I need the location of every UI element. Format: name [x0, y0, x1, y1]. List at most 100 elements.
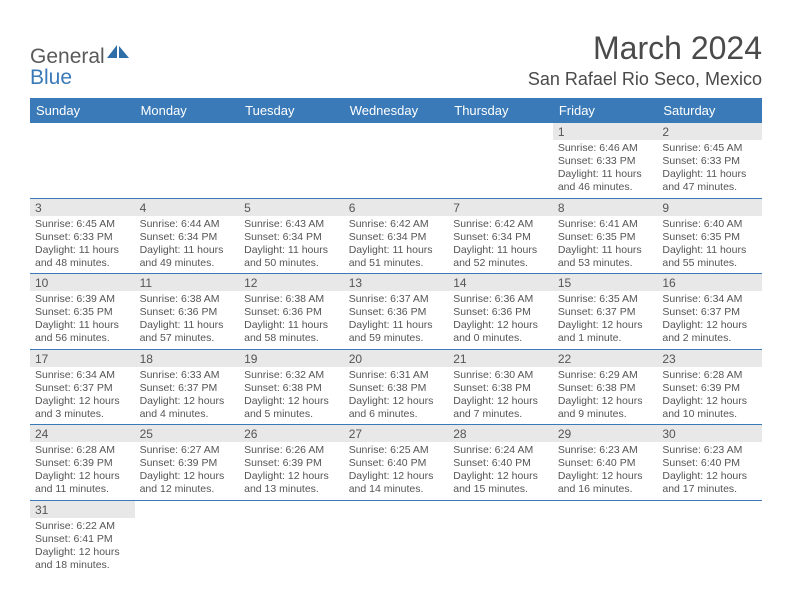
sunrise-text: Sunrise: 6:32 AM: [244, 369, 339, 382]
brand-part2: Blue: [30, 66, 72, 89]
day-details: Sunrise: 6:37 AMSunset: 6:36 PMDaylight:…: [344, 291, 449, 349]
daylight-text: Daylight: 12 hours and 12 minutes.: [140, 470, 235, 496]
sunset-text: Sunset: 6:33 PM: [35, 231, 130, 244]
daylight-text: Daylight: 12 hours and 14 minutes.: [349, 470, 444, 496]
day-number: 6: [344, 199, 449, 216]
calendar-cell: 8Sunrise: 6:41 AMSunset: 6:35 PMDaylight…: [553, 198, 658, 274]
sunrise-text: Sunrise: 6:35 AM: [558, 293, 653, 306]
sunrise-text: Sunrise: 6:45 AM: [35, 218, 130, 231]
calendar-cell: 23Sunrise: 6:28 AMSunset: 6:39 PMDayligh…: [657, 349, 762, 425]
weekday-header: Thursday: [448, 98, 553, 123]
day-number: 2: [657, 123, 762, 140]
day-number: 19: [239, 350, 344, 367]
sunrise-text: Sunrise: 6:39 AM: [35, 293, 130, 306]
calendar-cell: 14Sunrise: 6:36 AMSunset: 6:36 PMDayligh…: [448, 274, 553, 350]
day-details: Sunrise: 6:42 AMSunset: 6:34 PMDaylight:…: [344, 216, 449, 274]
calendar-cell: [657, 500, 762, 575]
sunset-text: Sunset: 6:37 PM: [558, 306, 653, 319]
sunset-text: Sunset: 6:37 PM: [140, 382, 235, 395]
sunset-text: Sunset: 6:34 PM: [140, 231, 235, 244]
daylight-text: Daylight: 11 hours and 58 minutes.: [244, 319, 339, 345]
calendar-week: 17Sunrise: 6:34 AMSunset: 6:37 PMDayligh…: [30, 349, 762, 425]
sunrise-text: Sunrise: 6:40 AM: [662, 218, 757, 231]
weekday-header-row: SundayMondayTuesdayWednesdayThursdayFrid…: [30, 98, 762, 123]
daylight-text: Daylight: 12 hours and 10 minutes.: [662, 395, 757, 421]
calendar-week: 31Sunrise: 6:22 AMSunset: 6:41 PMDayligh…: [30, 500, 762, 575]
day-number: 1: [553, 123, 658, 140]
sunrise-text: Sunrise: 6:22 AM: [35, 520, 130, 533]
day-number: 9: [657, 199, 762, 216]
calendar-cell: 24Sunrise: 6:28 AMSunset: 6:39 PMDayligh…: [30, 425, 135, 501]
weekday-header: Sunday: [30, 98, 135, 123]
sunrise-text: Sunrise: 6:38 AM: [140, 293, 235, 306]
calendar-table: SundayMondayTuesdayWednesdayThursdayFrid…: [30, 98, 762, 575]
sunrise-text: Sunrise: 6:29 AM: [558, 369, 653, 382]
calendar-cell: [135, 500, 240, 575]
calendar-week: 3Sunrise: 6:45 AMSunset: 6:33 PMDaylight…: [30, 198, 762, 274]
calendar-cell: 4Sunrise: 6:44 AMSunset: 6:34 PMDaylight…: [135, 198, 240, 274]
day-number: 12: [239, 274, 344, 291]
calendar-cell: [344, 500, 449, 575]
calendar-cell: 16Sunrise: 6:34 AMSunset: 6:37 PMDayligh…: [657, 274, 762, 350]
calendar-cell: 22Sunrise: 6:29 AMSunset: 6:38 PMDayligh…: [553, 349, 658, 425]
sunrise-text: Sunrise: 6:42 AM: [453, 218, 548, 231]
month-title: March 2024: [528, 30, 762, 67]
day-details: Sunrise: 6:40 AMSunset: 6:35 PMDaylight:…: [657, 216, 762, 274]
day-number: 26: [239, 425, 344, 442]
calendar-cell: [30, 123, 135, 198]
day-number: 31: [30, 501, 135, 518]
day-number: 20: [344, 350, 449, 367]
sunset-text: Sunset: 6:37 PM: [662, 306, 757, 319]
calendar-week: 10Sunrise: 6:39 AMSunset: 6:35 PMDayligh…: [30, 274, 762, 350]
daylight-text: Daylight: 12 hours and 6 minutes.: [349, 395, 444, 421]
calendar-week: 24Sunrise: 6:28 AMSunset: 6:39 PMDayligh…: [30, 425, 762, 501]
sunset-text: Sunset: 6:38 PM: [244, 382, 339, 395]
location-label: San Rafael Rio Seco, Mexico: [528, 69, 762, 90]
sail-icon: [107, 44, 129, 59]
sunrise-text: Sunrise: 6:24 AM: [453, 444, 548, 457]
calendar-cell: [553, 500, 658, 575]
day-details: Sunrise: 6:27 AMSunset: 6:39 PMDaylight:…: [135, 442, 240, 500]
sunrise-text: Sunrise: 6:23 AM: [558, 444, 653, 457]
day-details: Sunrise: 6:34 AMSunset: 6:37 PMDaylight:…: [657, 291, 762, 349]
sunset-text: Sunset: 6:40 PM: [662, 457, 757, 470]
calendar-cell: 3Sunrise: 6:45 AMSunset: 6:33 PMDaylight…: [30, 198, 135, 274]
calendar-cell: 30Sunrise: 6:23 AMSunset: 6:40 PMDayligh…: [657, 425, 762, 501]
day-details: Sunrise: 6:34 AMSunset: 6:37 PMDaylight:…: [30, 367, 135, 425]
sunset-text: Sunset: 6:34 PM: [453, 231, 548, 244]
day-details: Sunrise: 6:28 AMSunset: 6:39 PMDaylight:…: [30, 442, 135, 500]
calendar-cell: 15Sunrise: 6:35 AMSunset: 6:37 PMDayligh…: [553, 274, 658, 350]
day-details: Sunrise: 6:42 AMSunset: 6:34 PMDaylight:…: [448, 216, 553, 274]
sunset-text: Sunset: 6:36 PM: [349, 306, 444, 319]
sunrise-text: Sunrise: 6:38 AM: [244, 293, 339, 306]
sunset-text: Sunset: 6:33 PM: [662, 155, 757, 168]
sunrise-text: Sunrise: 6:28 AM: [35, 444, 130, 457]
day-details: Sunrise: 6:28 AMSunset: 6:39 PMDaylight:…: [657, 367, 762, 425]
day-details: Sunrise: 6:22 AMSunset: 6:41 PMDaylight:…: [30, 518, 135, 576]
sunset-text: Sunset: 6:38 PM: [558, 382, 653, 395]
sunrise-text: Sunrise: 6:46 AM: [558, 142, 653, 155]
sunset-text: Sunset: 6:39 PM: [35, 457, 130, 470]
sunrise-text: Sunrise: 6:30 AM: [453, 369, 548, 382]
day-details: Sunrise: 6:36 AMSunset: 6:36 PMDaylight:…: [448, 291, 553, 349]
weekday-header: Saturday: [657, 98, 762, 123]
sunrise-text: Sunrise: 6:42 AM: [349, 218, 444, 231]
sunset-text: Sunset: 6:37 PM: [35, 382, 130, 395]
day-details: Sunrise: 6:38 AMSunset: 6:36 PMDaylight:…: [135, 291, 240, 349]
calendar-cell: 27Sunrise: 6:25 AMSunset: 6:40 PMDayligh…: [344, 425, 449, 501]
sunset-text: Sunset: 6:40 PM: [558, 457, 653, 470]
brand-text: GeneralBlue: [30, 44, 129, 88]
day-details: Sunrise: 6:23 AMSunset: 6:40 PMDaylight:…: [657, 442, 762, 500]
daylight-text: Daylight: 11 hours and 59 minutes.: [349, 319, 444, 345]
day-number: 24: [30, 425, 135, 442]
sunset-text: Sunset: 6:35 PM: [558, 231, 653, 244]
weekday-header: Wednesday: [344, 98, 449, 123]
day-number: 15: [553, 274, 658, 291]
day-number: 4: [135, 199, 240, 216]
day-number: 29: [553, 425, 658, 442]
day-number: 23: [657, 350, 762, 367]
calendar-cell: 12Sunrise: 6:38 AMSunset: 6:36 PMDayligh…: [239, 274, 344, 350]
daylight-text: Daylight: 11 hours and 46 minutes.: [558, 168, 653, 194]
calendar-cell: 10Sunrise: 6:39 AMSunset: 6:35 PMDayligh…: [30, 274, 135, 350]
daylight-text: Daylight: 12 hours and 11 minutes.: [35, 470, 130, 496]
